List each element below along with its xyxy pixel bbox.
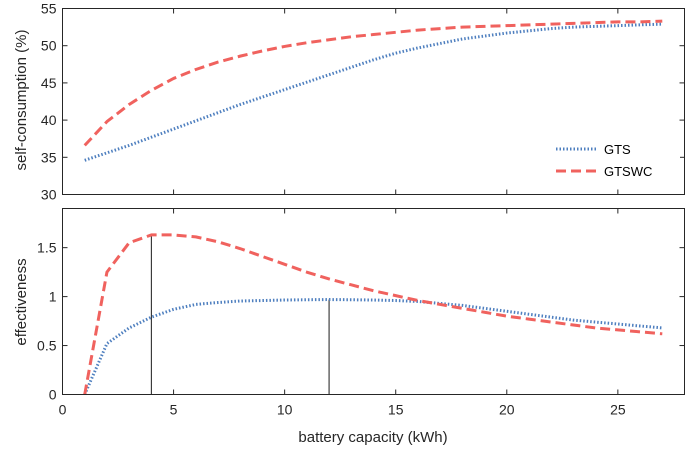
bottom-x-tick-label-5: 25 bbox=[610, 402, 626, 418]
top-y-tick-label-2: 40 bbox=[41, 112, 57, 128]
top-series-group bbox=[83, 19, 663, 162]
legend: GTS GTSWC bbox=[550, 135, 680, 185]
top-y-tick-label-1: 35 bbox=[41, 149, 57, 165]
x-axis-label: battery capacity (kWh) bbox=[298, 429, 447, 446]
legend-gtswc-label: GTSWC bbox=[604, 164, 652, 179]
bottom-y-tick-label-1: 0.5 bbox=[37, 338, 57, 354]
top-tick-group: 30 35 40 45 50 55 bbox=[41, 1, 685, 203]
top-y-tick-label-5: 55 bbox=[41, 1, 57, 17]
bottom-series-gts-line bbox=[83, 298, 663, 396]
top-series-gts-line bbox=[84, 22, 663, 162]
top-y-tick-label-0: 30 bbox=[41, 187, 57, 203]
bottom-axes-box bbox=[62, 208, 685, 395]
self-consumption-panel: self-consumption (%) 30 35 40 45 50 55 GTS GT… bbox=[13, 1, 685, 203]
bottom-y-axis-label: effectiveness bbox=[13, 258, 30, 345]
legend-box bbox=[550, 135, 680, 185]
bottom-tick-group: 0 5 10 15 20 25 0 0.5 1 1.5 bbox=[37, 208, 685, 418]
bottom-x-tick-label-4: 20 bbox=[499, 402, 515, 418]
bottom-x-tick-label-0: 0 bbox=[59, 402, 67, 418]
bottom-x-tick-label-1: 5 bbox=[170, 402, 178, 418]
bottom-x-tick-label-3: 15 bbox=[388, 402, 404, 418]
legend-gts-label: GTS bbox=[604, 142, 631, 157]
top-y-tick-label-4: 50 bbox=[41, 38, 57, 54]
top-series-gtswc-line bbox=[83, 19, 663, 147]
bottom-series-group bbox=[83, 233, 663, 396]
top-y-tick-label-3: 45 bbox=[41, 75, 57, 91]
bottom-x-tick-label-2: 10 bbox=[277, 402, 293, 418]
effectiveness-panel: effectiveness 0 5 10 15 20 25 0 0.5 1 1.5 battery… bbox=[13, 208, 685, 446]
top-axes-box bbox=[62, 8, 685, 195]
bottom-y-tick-label-3: 1.5 bbox=[37, 240, 57, 256]
bottom-series-gtswc-line bbox=[83, 233, 663, 395]
bottom-marker-group bbox=[150, 234, 330, 395]
top-y-axis-label: self-consumption (%) bbox=[13, 30, 30, 171]
bottom-y-tick-label-0: 0 bbox=[49, 387, 57, 403]
bottom-y-tick-label-2: 1 bbox=[49, 289, 57, 305]
